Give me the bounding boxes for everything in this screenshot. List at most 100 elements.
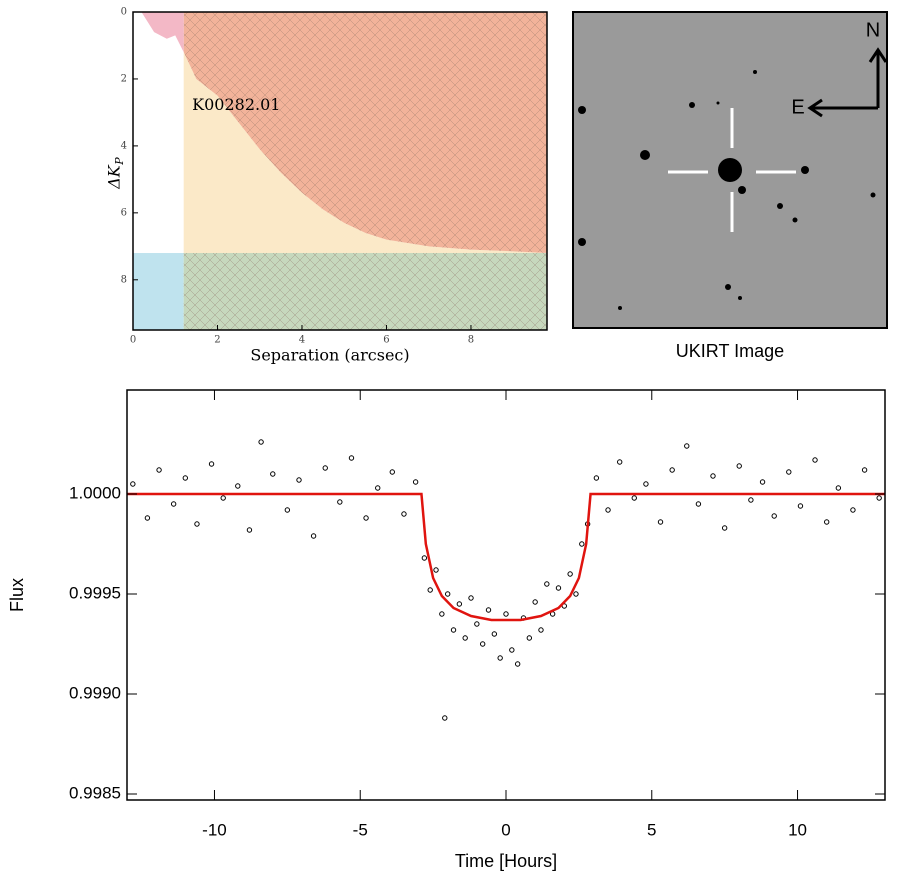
data-point: [573, 591, 579, 597]
y-tick-label: 8: [121, 274, 127, 285]
data-point: [310, 533, 317, 539]
allowed-region: [183, 52, 547, 254]
x-tick-label: 2: [214, 335, 220, 346]
plot-frame: [132, 11, 548, 331]
y-tick-label: 2: [121, 73, 127, 84]
data-point: [684, 443, 690, 449]
data-point: [427, 587, 433, 593]
y-tick-label: 0: [121, 7, 127, 18]
data-point: [748, 497, 754, 503]
data-point: [156, 467, 162, 473]
data-point: [375, 485, 381, 491]
x-tick-label: 0: [501, 820, 510, 839]
crosshair: [668, 108, 796, 232]
data-point: [130, 481, 136, 487]
data-point: [401, 511, 407, 517]
y-tick-label: 0.9985: [69, 783, 121, 802]
data-point: [433, 567, 439, 573]
data-point: [144, 515, 151, 521]
data-point: [605, 507, 611, 513]
data-point: [721, 525, 728, 531]
x-tick-label: -5: [353, 820, 368, 839]
x-tick-label: 4: [299, 335, 305, 346]
data-point: [456, 601, 463, 607]
inner-region: [141, 12, 184, 53]
y-axis-label: Flux: [7, 578, 27, 612]
plot-frame: [126, 389, 886, 801]
data-point: [657, 519, 664, 525]
y-axis-label-main: ΔK: [105, 164, 124, 190]
data-point: [337, 499, 343, 505]
data-point: [389, 469, 395, 475]
data-point: [532, 599, 538, 605]
data-point: [468, 595, 474, 601]
north-label: N: [866, 19, 880, 41]
data-point: [850, 507, 856, 513]
data-point: [503, 611, 509, 617]
data-point: [514, 661, 521, 667]
ukirt-image: N E UKIRT Image: [572, 11, 888, 361]
y-tick-label: 0.9995: [69, 583, 121, 602]
data-point: [617, 459, 623, 465]
model-line: [127, 492, 885, 622]
data-point: [526, 635, 533, 641]
y-axis-label-sub: P: [113, 157, 126, 166]
data-point: [797, 503, 804, 509]
data-point: [786, 469, 792, 475]
x-tick-label: 0: [130, 335, 136, 346]
data-point: [509, 647, 515, 653]
x-tick-label: -10: [202, 820, 227, 839]
data-point: [497, 655, 503, 661]
data-point: [444, 591, 451, 597]
data-point: [544, 581, 550, 587]
data-point: [538, 627, 544, 633]
data-point: [812, 457, 818, 463]
y-axis-label: ΔKP: [105, 157, 127, 190]
x-tick-label: 8: [468, 335, 474, 346]
data-point: [348, 455, 355, 461]
x-axis-label: Time [Hours]: [455, 851, 557, 871]
data-point: [363, 515, 369, 521]
data-point: [593, 475, 600, 481]
data-point: [823, 519, 830, 525]
data-point: [421, 555, 428, 561]
excluded-hatch: [183, 12, 547, 254]
data-point: [710, 473, 716, 479]
data-point: [485, 607, 492, 613]
data-point: [669, 467, 675, 473]
data-point: [439, 611, 445, 617]
y-tick-label: 4: [121, 140, 127, 151]
y-tick-label: 0.9990: [69, 683, 121, 702]
x-tick-label: 6: [383, 335, 389, 346]
data-point: [695, 501, 702, 507]
data-point: [567, 571, 573, 577]
data-point: [412, 479, 419, 485]
data-point: [555, 585, 562, 591]
x-tick-label: 10: [788, 820, 807, 839]
data-point: [182, 475, 189, 481]
data-point: [296, 477, 302, 483]
data-point: [771, 513, 777, 519]
data-point: [220, 495, 226, 501]
data-point: [258, 439, 264, 445]
data-point: [194, 521, 200, 527]
deep-hatch: [183, 253, 547, 330]
data-point: [861, 467, 868, 473]
east-label: E: [791, 96, 804, 118]
annotation: K00282.01: [192, 95, 280, 114]
data-point: [479, 641, 486, 647]
data-point: [643, 481, 649, 487]
y-tick-label: 1.0000: [69, 483, 121, 502]
data-point: [208, 461, 215, 467]
data-point: [442, 715, 448, 721]
data-point: [759, 479, 766, 485]
y-tick-label: 6: [121, 207, 127, 218]
stars: [578, 70, 876, 310]
data-point: [876, 495, 882, 501]
data-point: [246, 527, 253, 533]
data-point: [579, 541, 585, 547]
deep-inner-region: [133, 253, 184, 330]
image-caption: UKIRT Image: [676, 341, 784, 361]
data-point: [631, 495, 637, 501]
